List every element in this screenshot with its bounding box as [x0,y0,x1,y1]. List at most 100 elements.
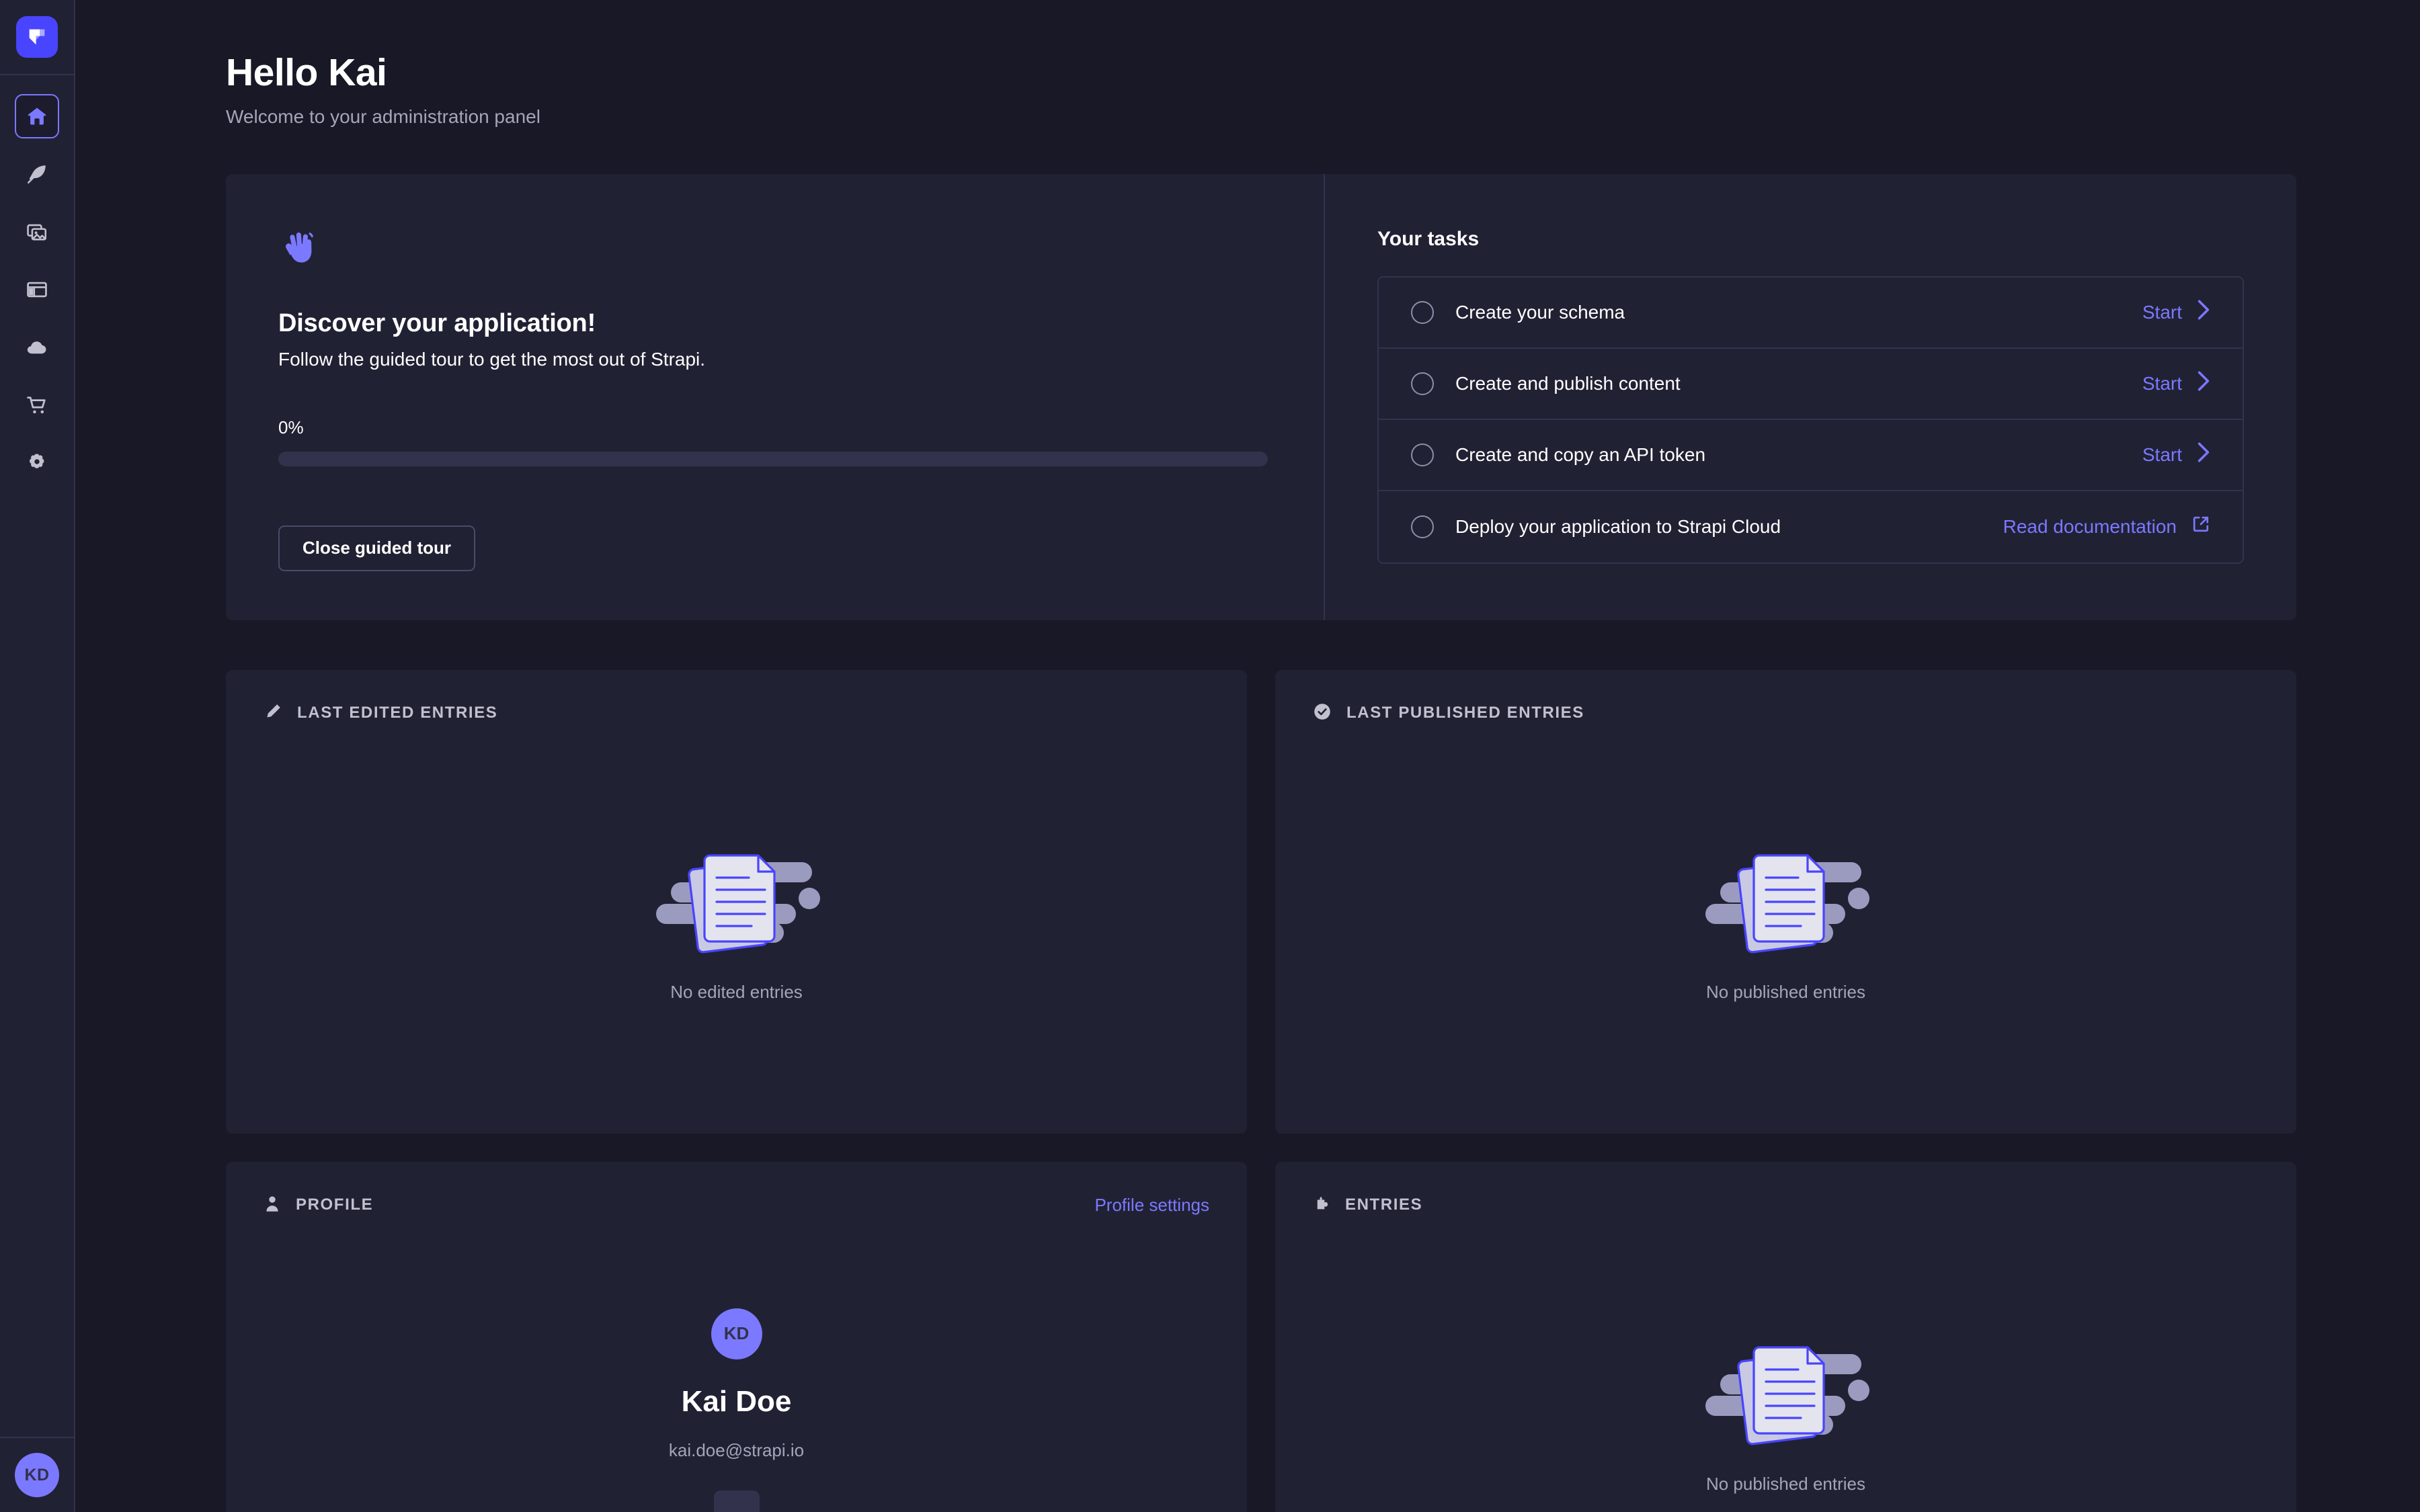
check-circle-icon [1313,702,1332,724]
page-subtitle: Welcome to your administration panel [226,106,540,127]
empty-documents-illustration [649,823,824,958]
card-header: LAST EDITED ENTRIES [264,702,1209,724]
sidebar-item-content-type-builder[interactable] [15,267,59,312]
card-header: LAST PUBLISHED ENTRIES [1313,702,2259,724]
sidebar-item-settings[interactable] [15,441,59,485]
profile-name: Kai Doe [681,1384,792,1418]
task-action-label: Start [2142,444,2182,465]
card-header-left: LAST EDITED ENTRIES [264,702,497,724]
tasks-panel: Your tasks Create your schema Start [1325,174,2296,620]
task-row[interactable]: Create and copy an API token Start [1379,420,2243,491]
feather-icon [26,163,48,185]
empty-state-text: No published entries [1705,981,1866,1002]
empty-state-text: No edited entries [670,981,803,1002]
card-header-left: LAST PUBLISHED ENTRIES [1313,702,1584,724]
guided-tour-panel: Discover your application! Follow the gu… [226,173,1325,620]
circle-icon [1411,515,1434,538]
profile-role-chip [713,1490,760,1512]
guided-tour-description: Follow the guided tour to get the most o… [278,348,706,370]
sidebar-item-home[interactable] [15,94,59,138]
avatar: KD [15,1453,59,1497]
task-row[interactable]: Deploy your application to Strapi Cloud … [1379,491,2243,562]
task-row[interactable]: Create and publish content Start [1379,349,2243,420]
chevron-right-icon [2197,442,2210,468]
sidebar-nav [0,94,74,485]
task-read-documentation-link[interactable]: Read documentation [2003,515,2210,538]
pencil-icon [264,702,282,724]
waving-hand-icon [278,232,320,272]
profile-email: kai.doe@strapi.io [668,1439,805,1460]
profile-body: KD Kai Doe kai.doe@strapi.io [264,1216,1209,1512]
circle-icon [1411,443,1434,466]
cloud-icon [26,336,48,359]
card-title: LAST EDITED ENTRIES [297,704,498,722]
gear-icon [26,452,48,474]
guided-tour-heading: Discover your application! [278,308,596,337]
sidebar-item-marketplace[interactable] [15,383,59,427]
circle-icon [1411,372,1434,395]
card-header-left: ENTRIES [1313,1194,1422,1216]
task-row-left: Create and copy an API token [1411,443,1706,466]
card-last-published-entries: LAST PUBLISHED ENTRIES [1275,669,2296,1134]
user-icon [264,1194,281,1216]
task-row[interactable]: Create your schema Start [1379,278,2243,349]
card-empty-state: No published entries [1313,1216,2259,1512]
card-last-edited-entries: LAST EDITED ENTRIES [226,669,1247,1134]
card-header-left: PROFILE [264,1194,373,1216]
task-label: Create and copy an API token [1455,444,1706,465]
card-empty-state: No edited entries [264,724,1209,1101]
task-row-left: Create your schema [1411,300,1625,324]
sidebar-item-cloud[interactable] [15,325,59,370]
task-label: Create your schema [1455,301,1625,323]
cart-icon [26,394,48,417]
external-link-icon [2191,515,2210,538]
task-action-label: Start [2142,301,2182,323]
sidebar-user-avatar[interactable]: KD [0,1437,74,1512]
task-start-link[interactable]: Start [2142,442,2210,468]
page-title: Hello Kai [226,51,387,94]
sidebar-item-media-library[interactable] [15,210,59,254]
card-entries: ENTRIES [1275,1161,2296,1512]
layout-icon [26,278,48,301]
card-title: PROFILE [296,1195,374,1214]
progress-percent-label: 0% [278,417,304,437]
tasks-title: Your tasks [1377,227,1480,250]
sidebar-brand[interactable] [0,0,74,75]
sidebar-item-content-manager[interactable] [15,152,59,196]
sidebar: KD [0,0,75,1512]
card-title: LAST PUBLISHED ENTRIES [1346,704,1584,722]
task-row-left: Deploy your application to Strapi Cloud [1411,515,1781,538]
empty-state-text: No published entries [1705,1473,1866,1494]
close-guided-tour-button[interactable]: Close guided tour [278,525,475,571]
circle-icon [1411,300,1434,324]
card-title: ENTRIES [1345,1195,1423,1214]
profile-avatar: KD [711,1308,762,1359]
home-icon [26,105,48,128]
card-header: PROFILE Profile settings [264,1194,1209,1216]
task-start-link[interactable]: Start [2142,370,2210,396]
task-row-left: Create and publish content [1411,372,1681,395]
task-label: Create and publish content [1455,372,1681,394]
task-start-link[interactable]: Start [2142,299,2210,325]
card-empty-state: No published entries [1313,724,2259,1101]
profile-settings-link[interactable]: Profile settings [1094,1194,1209,1215]
card-header: ENTRIES [1313,1194,2259,1216]
progress-bar [278,451,1268,466]
strapi-logo-icon [16,16,58,58]
tasks-list: Create your schema Start Create and [1377,276,2244,564]
card-profile: PROFILE Profile settings KD Kai Doe kai.… [226,1161,1247,1512]
empty-documents-illustration [1699,823,1873,958]
page-header: Hello Kai Welcome to your administration… [226,0,2296,129]
main-content: Hello Kai Welcome to your administration… [75,0,2420,1512]
chevron-right-icon [2197,370,2210,396]
puzzle-icon [1313,1194,1330,1216]
task-label: Deploy your application to Strapi Cloud [1455,515,1781,537]
dashboard-card-grid: LAST EDITED ENTRIES [226,669,2296,1512]
chevron-right-icon [2197,299,2210,325]
task-action-label: Read documentation [2003,515,2177,537]
hero-panel: Discover your application! Follow the gu… [226,173,2296,620]
task-action-label: Start [2142,372,2182,394]
empty-documents-illustration [1699,1315,1873,1450]
images-icon [26,220,48,243]
